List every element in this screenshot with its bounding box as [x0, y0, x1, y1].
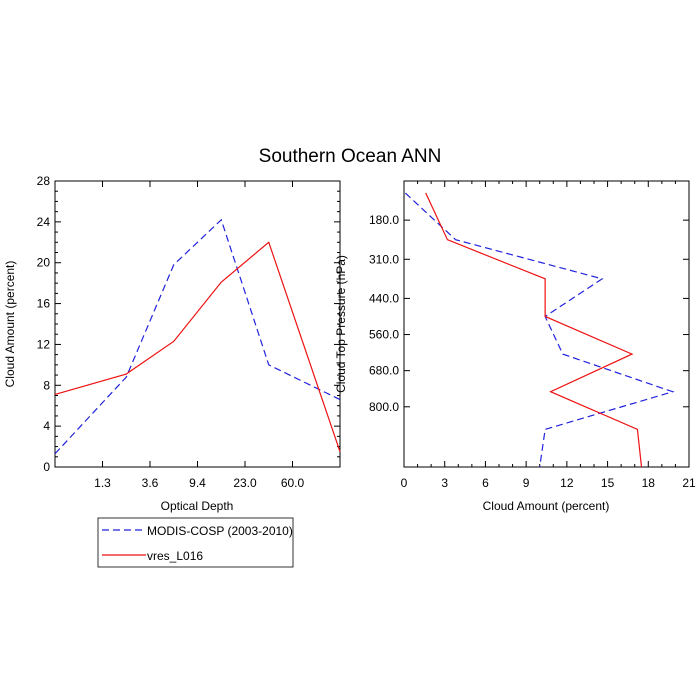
left-y-tick-label: 12 [37, 337, 51, 351]
left-y-tick-label: 16 [37, 297, 51, 311]
right-x-tick-label: 12 [560, 476, 574, 490]
legend-label-model: vres_L016 [147, 549, 203, 563]
left-y-tick-label: 8 [43, 378, 50, 392]
left-y-tick-label: 20 [37, 256, 51, 270]
right-x-axis-label: Cloud Amount (percent) [483, 499, 610, 513]
left-x-tick-label: 23.0 [233, 476, 257, 490]
left-plot-frame [54, 180, 341, 468]
left-series-obs [54, 218, 341, 455]
right-x-tick-label: 21 [682, 476, 696, 490]
legend-box [97, 517, 294, 568]
right-y-axis-label: Cloud Top Pressure (hPa) [334, 255, 348, 393]
right-y-tick-label: 180.0 [369, 213, 399, 227]
left-y-axis-label: Cloud Amount (percent) [3, 261, 17, 388]
left-x-tick-label: 60.0 [281, 476, 305, 490]
left-x-axis-label: Optical Depth [161, 499, 234, 513]
legend: MODIS-COSP (2003-2010) vres_L016 [97, 517, 294, 568]
left-y-tick-label: 28 [37, 174, 51, 188]
right-y-tick-label: 560.0 [369, 328, 399, 342]
chart-title: Southern Ocean ANN [259, 146, 442, 167]
legend-label-obs: MODIS-COSP (2003-2010) [147, 524, 293, 538]
left-series [54, 218, 341, 455]
left-y-tick-label: 4 [43, 419, 50, 433]
right-series-model [425, 192, 643, 468]
left-x-tick-label: 9.4 [189, 476, 206, 490]
right-series-obs [404, 192, 675, 468]
right-x-tick-label: 9 [523, 476, 530, 490]
right-y-tick-label: 310.0 [369, 252, 399, 266]
right-panel: 0 3 6 9 12 15 18 21 180.0 310.0 440.0 560.0 680.0 800… [334, 180, 696, 513]
right-series [404, 192, 675, 468]
right-x-tick-label: 3 [441, 476, 448, 490]
right-x-tick-label: 18 [642, 476, 656, 490]
left-y-tick-label: 24 [37, 215, 51, 229]
right-y-tick-label: 440.0 [369, 291, 399, 305]
right-x-tick-label: 6 [482, 476, 489, 490]
right-x-tick-label: 15 [601, 476, 615, 490]
left-y-tick-label: 0 [43, 460, 50, 474]
left-series-model [54, 241, 341, 452]
right-y-tick-label: 800.0 [369, 400, 399, 414]
left-x-tick-label: 1.3 [94, 476, 111, 490]
left-ticks: 0 4 8 12 16 20 24 28 1.3 3.6 9.4 23.0 60.0 [37, 174, 340, 490]
right-y-tick-label: 680.0 [369, 364, 399, 378]
right-ticks: 0 3 6 9 12 15 18 21 180.0 310.0 440.0 560.0 680.0 800… [369, 181, 696, 490]
right-plot-frame [403, 180, 690, 468]
right-x-tick-label: 0 [401, 476, 408, 490]
left-x-tick-label: 3.6 [142, 476, 159, 490]
left-panel: 0 4 8 12 16 20 24 28 1.3 3.6 9.4 23.0 60.0 Optical D… [3, 174, 341, 513]
